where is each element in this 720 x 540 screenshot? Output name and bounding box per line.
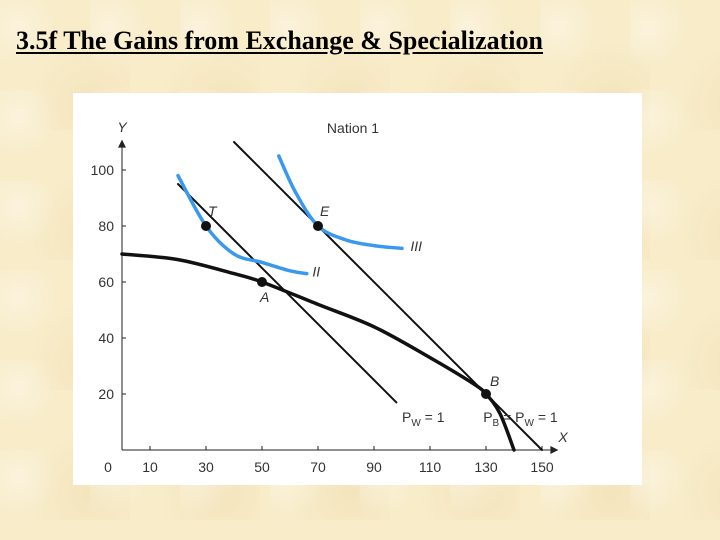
x-tick-label: 30 xyxy=(198,459,214,475)
indifference-curve-label-ii: II xyxy=(312,263,320,279)
indifference-curve-label-iii: III xyxy=(410,238,422,254)
price-line-label-pw: PW = 1 xyxy=(402,409,445,429)
x-tick-label: 150 xyxy=(530,459,554,475)
chart-title: Nation 1 xyxy=(327,120,379,136)
x-tick-label: 10 xyxy=(142,459,158,475)
point-label-E: E xyxy=(320,203,330,219)
y-tick-label: 20 xyxy=(98,386,114,402)
slide-title: 3.5f The Gains from Exchange & Specializ… xyxy=(16,26,543,55)
y-tick-label: 60 xyxy=(98,274,114,290)
y-axis-label: Y xyxy=(117,119,128,135)
point-label-A: A xyxy=(259,289,269,305)
x-tick-label: 90 xyxy=(366,459,382,475)
x-axis-label: X xyxy=(557,429,568,445)
production-frontier-4 xyxy=(120,252,516,452)
point-E xyxy=(313,221,323,231)
chart-svg: 0 10 30 50 70 90 110 130 150 20 40 60 80 100 Y X Nation … xyxy=(91,119,569,475)
y-axis-arrow xyxy=(118,139,126,148)
x-axis-arrow xyxy=(550,446,559,454)
y-tick-label: 100 xyxy=(91,162,115,178)
indifference-curve-2 xyxy=(176,173,309,276)
indifference-curve-3 xyxy=(277,154,404,251)
x-tick-label: 70 xyxy=(310,459,326,475)
y-tick-label: 40 xyxy=(98,330,114,346)
x-tick-label: 130 xyxy=(474,459,498,475)
point-B xyxy=(481,389,491,399)
x-tick-label: 110 xyxy=(419,459,442,475)
point-A xyxy=(257,277,267,287)
point-label-B: B xyxy=(490,373,499,389)
point-label-T: T xyxy=(208,203,218,219)
price-line-label-pb-pw: PB = PW = 1 xyxy=(483,409,558,429)
x-tick-label: 50 xyxy=(254,459,270,475)
x-tick-label: 0 xyxy=(104,459,112,475)
point-T xyxy=(201,221,211,231)
figure-panel: 0 10 30 50 70 90 110 130 150 20 40 60 80 100 Y X Nation … xyxy=(73,93,642,485)
y-tick-label: 80 xyxy=(98,218,114,234)
